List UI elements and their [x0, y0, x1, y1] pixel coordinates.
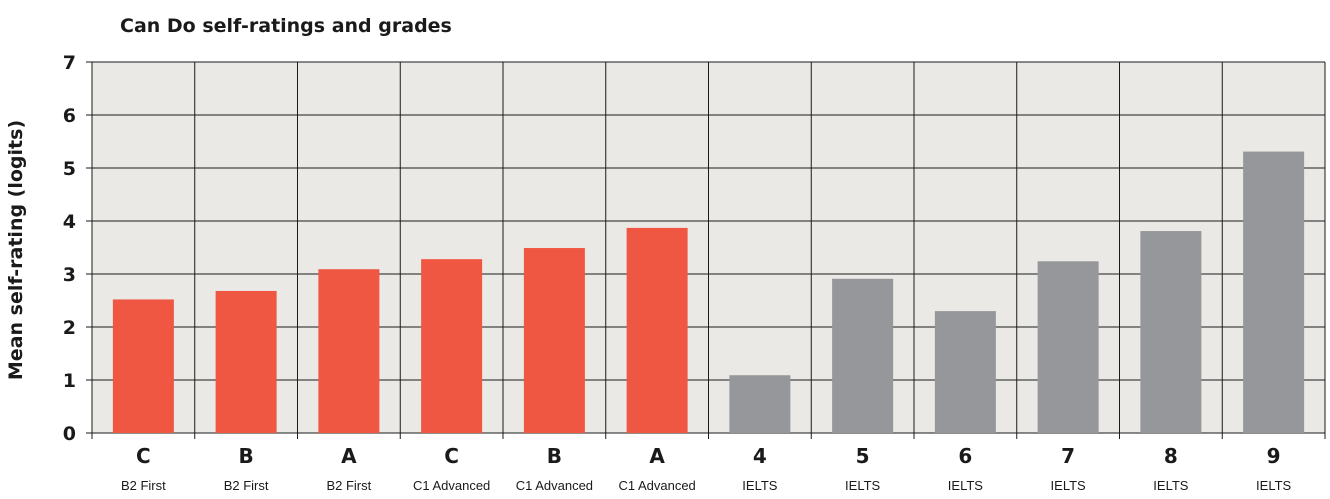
bar	[523, 248, 585, 433]
bars	[112, 151, 1305, 433]
y-tick-label: 2	[63, 317, 76, 339]
x-exam-label: IELTS	[1051, 478, 1086, 493]
chart-title: Can Do self-ratings and grades	[120, 15, 452, 37]
x-exam-label: B2 First	[121, 478, 166, 493]
y-tick-label: 6	[63, 105, 76, 127]
x-category-label: 7	[1061, 444, 1075, 468]
x-exam-label: IELTS	[845, 478, 880, 493]
y-axis-ticks: 0 1 2 3 4 5 6 7	[63, 52, 76, 445]
bar	[112, 299, 174, 433]
bar	[1037, 261, 1099, 433]
bar	[832, 278, 894, 433]
y-axis-label: Mean self-rating (logits)	[5, 120, 27, 380]
x-category-label: 8	[1164, 444, 1178, 468]
bar	[215, 290, 277, 433]
x-exam-label: B2 First	[326, 478, 371, 493]
y-tick-label: 4	[63, 211, 76, 233]
x-exam-label: C1 Advanced	[413, 478, 490, 493]
bar	[1243, 151, 1305, 433]
x-category-label: C	[136, 444, 151, 468]
x-axis-labels: C B2 First B B2 First A B2 First C C1 Advanced B…	[121, 444, 1292, 493]
bar	[1140, 231, 1202, 433]
x-exam-label: C1 Advanced	[516, 478, 593, 493]
bar	[729, 375, 791, 433]
x-category-label: A	[649, 444, 665, 468]
y-tick-label: 3	[63, 264, 76, 286]
x-category-label: 9	[1267, 444, 1281, 468]
x-category-label: C	[444, 444, 459, 468]
x-exam-label: IELTS	[1153, 478, 1188, 493]
y-tick-label: 0	[63, 423, 76, 445]
x-exam-label: B2 First	[224, 478, 269, 493]
x-category-label: A	[341, 444, 357, 468]
bar	[626, 227, 688, 433]
x-category-label: 5	[856, 444, 870, 468]
bar	[318, 269, 380, 433]
bar	[934, 311, 996, 433]
gridlines	[86, 61, 1326, 439]
x-exam-label: IELTS	[742, 478, 777, 493]
y-tick-label: 5	[63, 158, 76, 180]
y-tick-label: 1	[63, 370, 76, 392]
x-category-label: 6	[958, 444, 972, 468]
x-exam-label: IELTS	[1256, 478, 1291, 493]
y-tick-label: 7	[63, 52, 76, 74]
x-category-label: B	[547, 444, 562, 468]
x-exam-label: IELTS	[948, 478, 983, 493]
bar	[421, 259, 483, 433]
x-category-label: 4	[753, 444, 767, 468]
x-exam-label: C1 Advanced	[618, 478, 695, 493]
x-category-label: B	[239, 444, 254, 468]
